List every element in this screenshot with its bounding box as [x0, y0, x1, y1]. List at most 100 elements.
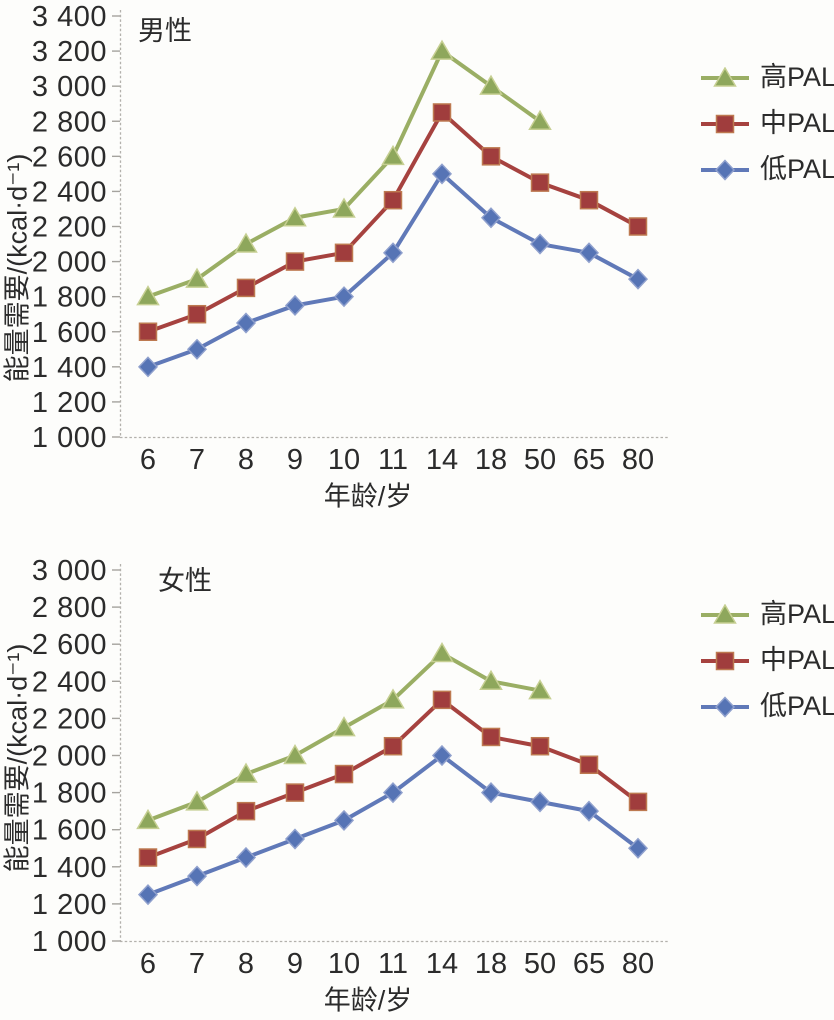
x-axis-title-female: 年龄/岁	[323, 985, 413, 1016]
y-tick-label: 1 400	[32, 352, 107, 384]
marker-triangle-high-pal	[234, 762, 258, 783]
x-tick-label: 65	[573, 948, 605, 980]
marker-triangle-high-pal	[713, 603, 737, 624]
marker-triangle-high-pal	[136, 285, 160, 306]
marker-square-mid-pal	[432, 103, 452, 122]
marker-diamond-low-pal	[578, 242, 600, 264]
legend-item-low-pal: 低PAL	[699, 156, 834, 183]
y-tick-label: 2 800	[32, 592, 107, 624]
legend-item-mid-pal: 中PAL	[699, 110, 834, 137]
low-pal-marker-icon	[701, 695, 749, 718]
y-tick-label: 3 200	[32, 36, 107, 68]
marker-square-mid-pal	[715, 651, 735, 670]
legend-label-low-pal: 低PAL	[760, 691, 834, 721]
marker-triangle-high-pal	[528, 109, 552, 130]
x-tick-label: 8	[238, 948, 254, 980]
marker-diamond-low-pal	[431, 163, 453, 185]
marker-triangle-high-pal	[430, 39, 454, 60]
marker-square-mid-pal	[236, 278, 256, 298]
marker-diamond-low-pal	[714, 158, 736, 181]
x-tick-label: 6	[140, 948, 156, 980]
marker-triangle-high-pal	[283, 744, 307, 765]
marker-square-mid-pal	[334, 243, 354, 263]
x-tick-label: 80	[622, 948, 654, 980]
marker-square-mid-pal	[138, 848, 158, 867]
marker-triangle-high-pal	[136, 808, 160, 830]
high-pal-marker-icon	[701, 66, 749, 87]
marker-square-mid-pal	[432, 690, 452, 710]
marker-diamond-low-pal	[137, 356, 159, 378]
legend-label-low-pal: 低PAL	[760, 154, 834, 184]
x-tick-label: 9	[287, 948, 303, 980]
marker-diamond-low-pal	[480, 207, 502, 229]
y-tick-label: 1 000	[32, 926, 107, 958]
x-tick-label: 18	[475, 444, 507, 476]
y-tick-label: 2 000	[32, 741, 107, 773]
marker-diamond-low-pal	[284, 294, 306, 317]
high-pal-marker-icon	[701, 603, 749, 624]
y-tick-label: 3 400	[32, 1, 107, 33]
marker-triangle-high-pal	[713, 66, 737, 87]
marker-diamond-low-pal	[529, 233, 551, 255]
y-tick-label: 2 800	[32, 106, 107, 138]
marker-square-mid-pal	[715, 114, 735, 133]
x-tick-label: 14	[426, 948, 458, 980]
x-tick-label: 80	[622, 444, 654, 476]
marker-diamond-low-pal	[480, 782, 502, 804]
marker-square-mid-pal	[628, 792, 648, 812]
y-tick-label: 1 200	[32, 889, 107, 921]
marker-square-mid-pal	[383, 736, 403, 756]
marker-triangle-high-pal	[381, 144, 405, 166]
y-tick-label: 2 200	[32, 703, 107, 735]
marker-diamond-low-pal	[529, 791, 551, 813]
x-tick-label: 10	[328, 948, 360, 980]
x-tick-label: 11	[378, 948, 408, 980]
marker-square-mid-pal	[285, 783, 305, 802]
marker-diamond-low-pal	[431, 744, 453, 767]
marker-diamond-low-pal	[627, 268, 649, 290]
marker-square-mid-pal	[138, 322, 158, 341]
legend-item-mid-pal: 中PAL	[699, 647, 834, 674]
x-tick-label: 6	[140, 444, 156, 476]
marker-diamond-low-pal	[137, 884, 159, 906]
marker-diamond-low-pal	[382, 242, 404, 264]
marker-diamond-low-pal	[627, 837, 649, 859]
marker-triangle-high-pal	[528, 679, 552, 700]
y-tick-label: 2 000	[32, 247, 107, 279]
legend-item-high-pal: 高PAL	[699, 601, 834, 628]
marker-square-mid-pal	[187, 304, 207, 324]
marker-triangle-high-pal	[185, 267, 209, 288]
marker-triangle-high-pal	[332, 197, 356, 218]
series-line-mid-pal	[146, 697, 640, 860]
marker-diamond-low-pal	[235, 312, 257, 334]
y-tick-label: 2 600	[32, 629, 107, 661]
y-tick-label: 3 000	[32, 71, 107, 103]
y-tick-label: 2 400	[32, 176, 107, 208]
marker-triangle-high-pal	[381, 688, 405, 709]
mid-pal-marker-icon	[701, 114, 749, 133]
y-tick-label: 2 400	[32, 666, 107, 698]
series-line-high-pal	[146, 651, 542, 823]
marker-diamond-low-pal	[714, 695, 736, 718]
marker-triangle-high-pal	[479, 669, 503, 691]
x-tick-label: 10	[328, 444, 360, 476]
marker-triangle-high-pal	[332, 716, 356, 737]
legend-label-high-pal: 高PAL	[760, 62, 834, 92]
y-tick-label: 1 200	[32, 387, 107, 419]
legend-label-mid-pal: 中PAL	[760, 645, 834, 675]
marker-square-mid-pal	[481, 147, 501, 166]
marker-square-mid-pal	[383, 190, 403, 210]
x-axis-title-male: 年龄/岁	[323, 481, 413, 512]
y-tick-label: 1 800	[32, 778, 107, 810]
x-tick-label: 7	[189, 948, 205, 980]
marker-square-mid-pal	[530, 173, 550, 192]
x-tick-label: 8	[238, 444, 254, 476]
marker-square-mid-pal	[628, 217, 648, 236]
x-tick-label: 14	[426, 444, 458, 476]
chart-title-female: 女性	[158, 566, 212, 596]
y-axis-title-female: 能量需要/(kcal·d⁻¹)	[2, 643, 33, 873]
y-axis-title-male: 能量需要/(kcal·d⁻¹)	[2, 153, 33, 383]
legend-male: 高PAL 中PAL 低PAL	[699, 64, 834, 183]
